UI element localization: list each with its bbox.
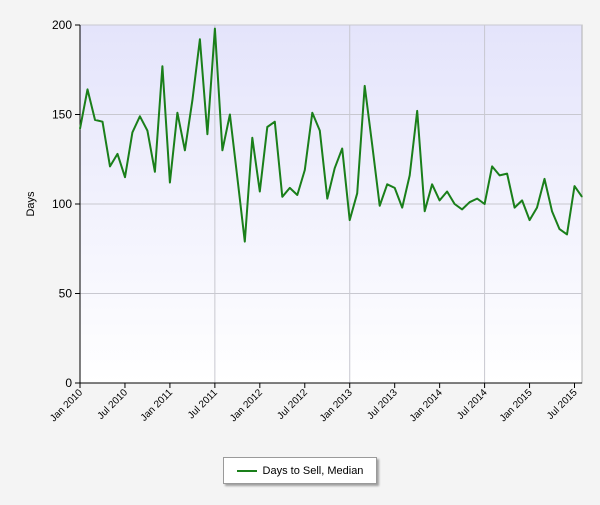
data-point	[529, 219, 531, 221]
data-point	[573, 185, 576, 187]
data-point	[394, 187, 396, 189]
data-point	[521, 199, 523, 201]
data-point	[416, 110, 418, 112]
data-point	[401, 207, 403, 209]
series-layer	[79, 27, 583, 243]
legend-label: Days to Sell, Median	[262, 464, 364, 477]
data-point	[551, 210, 553, 212]
x-tick-label: Jan 2014	[408, 387, 445, 424]
axes	[75, 24, 582, 388]
data-point	[161, 65, 163, 67]
grid-lines	[80, 24, 582, 383]
x-tick-label: Jul 2013	[365, 387, 400, 422]
data-point	[349, 219, 351, 221]
data-point	[514, 207, 516, 209]
y-tick-label: 150	[52, 108, 72, 122]
data-point	[169, 181, 171, 184]
data-point	[124, 176, 126, 178]
data-point	[364, 85, 366, 87]
y-tick-label: 100	[52, 197, 72, 211]
data-point	[266, 126, 268, 128]
data-point	[439, 199, 441, 201]
data-point	[199, 38, 201, 40]
data-point	[214, 28, 216, 30]
data-point	[296, 194, 298, 196]
y-tick-label: 200	[52, 18, 72, 32]
data-point	[139, 115, 141, 117]
data-point	[176, 112, 178, 114]
data-point	[229, 113, 231, 116]
data-point	[154, 171, 156, 173]
data-point	[274, 121, 276, 123]
data-point	[304, 169, 306, 171]
y-tick-label: 50	[59, 287, 73, 301]
y-tick-label: 0	[65, 376, 72, 390]
x-tick-label: Jul 2012	[275, 387, 310, 422]
x-tick-label: Jan 2011	[139, 387, 176, 424]
data-point	[371, 144, 373, 146]
data-point	[191, 99, 193, 101]
data-point	[251, 137, 253, 139]
data-point	[319, 130, 321, 132]
data-point	[326, 198, 328, 200]
data-point	[146, 130, 148, 132]
data-point	[476, 198, 478, 200]
data-point	[484, 203, 486, 205]
legend: Days to Sell, Median	[223, 457, 377, 484]
x-tick-label: Jul 2011	[186, 387, 220, 421]
y-axis-label: Days	[25, 191, 37, 217]
x-tick-label: Jan 2010	[48, 387, 85, 424]
data-point	[244, 241, 246, 243]
data-point	[289, 187, 291, 189]
series-line-days-to-sell-median	[79, 27, 583, 243]
data-point	[86, 88, 89, 90]
data-point	[431, 183, 433, 185]
data-point	[491, 165, 493, 167]
data-point	[454, 203, 456, 205]
data-point	[311, 112, 313, 114]
data-point	[221, 149, 223, 151]
data-point	[101, 121, 104, 123]
x-tick-label: Jan 2012	[228, 387, 265, 424]
x-tick-label: Jan 2015	[498, 387, 535, 424]
data-point	[424, 210, 426, 212]
data-point	[109, 165, 111, 167]
data-point	[386, 183, 388, 185]
data-point	[461, 208, 463, 210]
data-point	[356, 192, 358, 194]
x-tick-label: Jan 2013	[318, 387, 355, 424]
x-tick-label: Jul 2014	[455, 387, 490, 422]
data-point	[206, 133, 208, 135]
data-point	[499, 174, 501, 176]
data-point	[131, 131, 133, 133]
data-point	[581, 196, 583, 198]
data-point	[446, 190, 448, 193]
data-point	[379, 205, 381, 207]
data-point	[236, 176, 238, 178]
data-point	[341, 147, 343, 150]
data-point	[469, 201, 471, 203]
data-point	[259, 190, 261, 193]
data-point	[334, 167, 336, 169]
legend-swatch	[236, 469, 257, 472]
data-point	[536, 207, 538, 209]
data-point	[543, 178, 546, 180]
data-point	[79, 128, 81, 130]
data-point	[558, 228, 561, 230]
data-point	[281, 196, 283, 198]
x-tick-label: Jul 2010	[96, 387, 131, 422]
x-tick-label: Jul 2015	[545, 387, 580, 422]
data-point	[184, 149, 186, 151]
data-point	[94, 119, 96, 121]
data-point	[566, 233, 568, 235]
data-point	[506, 173, 508, 175]
data-point	[116, 153, 119, 155]
data-point	[409, 174, 411, 176]
